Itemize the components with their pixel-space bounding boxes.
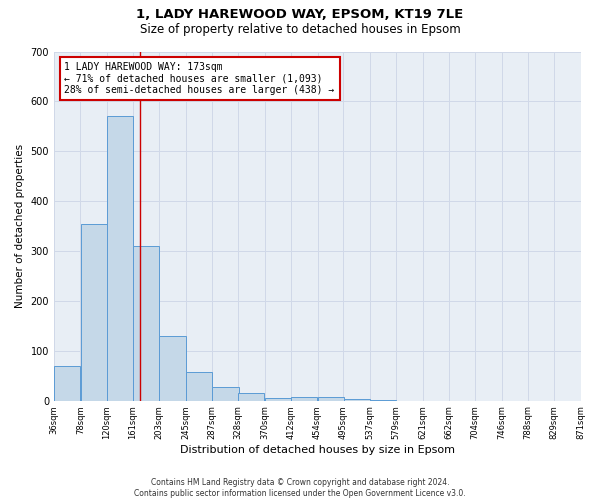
Text: Size of property relative to detached houses in Epsom: Size of property relative to detached ho…	[140, 22, 460, 36]
Bar	[344, 399, 370, 400]
X-axis label: Distribution of detached houses by size in Epsom: Distribution of detached houses by size …	[180, 445, 455, 455]
Bar	[317, 396, 344, 400]
Text: 1 LADY HAREWOOD WAY: 173sqm
← 71% of detached houses are smaller (1,093)
28% of : 1 LADY HAREWOOD WAY: 173sqm ← 71% of det…	[64, 62, 335, 95]
Bar	[265, 398, 291, 400]
Bar	[291, 396, 317, 400]
Bar	[54, 366, 80, 400]
Bar	[160, 336, 185, 400]
Bar	[133, 246, 159, 400]
Bar	[80, 224, 107, 400]
Text: 1, LADY HAREWOOD WAY, EPSOM, KT19 7LE: 1, LADY HAREWOOD WAY, EPSOM, KT19 7LE	[136, 8, 464, 20]
Text: Contains HM Land Registry data © Crown copyright and database right 2024.
Contai: Contains HM Land Registry data © Crown c…	[134, 478, 466, 498]
Bar	[107, 116, 133, 401]
Bar	[212, 387, 239, 400]
Bar	[238, 393, 265, 400]
Bar	[186, 372, 212, 400]
Y-axis label: Number of detached properties: Number of detached properties	[15, 144, 25, 308]
